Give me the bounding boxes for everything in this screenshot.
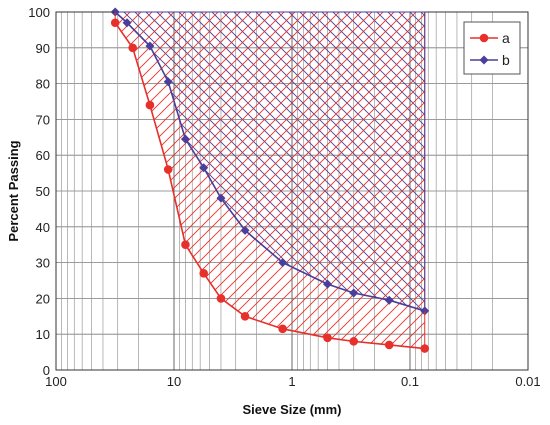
hatch-line bbox=[299, 12, 425, 349]
legend-box bbox=[463, 21, 521, 75]
legend-label-b: b bbox=[502, 52, 510, 68]
hatch-line bbox=[354, 12, 425, 349]
hatch-line bbox=[115, 12, 261, 349]
hatch-line bbox=[115, 12, 195, 349]
y-tick-label: 100 bbox=[28, 5, 50, 20]
hatch-line bbox=[244, 12, 425, 311]
hatch-line bbox=[211, 12, 425, 311]
hatch-line bbox=[115, 12, 239, 349]
hatch-line bbox=[222, 12, 425, 311]
legend-label-a: a bbox=[502, 30, 510, 46]
y-tick-label: 50 bbox=[36, 184, 50, 199]
hatch-line bbox=[255, 12, 425, 311]
hatch-line bbox=[266, 12, 425, 349]
hatch-line bbox=[115, 12, 250, 349]
hatch-line bbox=[115, 12, 283, 349]
hatch-line bbox=[233, 12, 425, 349]
hatch-line bbox=[115, 12, 425, 349]
hatch-line bbox=[542, 0, 550, 370]
hatch-line bbox=[288, 12, 425, 349]
y-axis: 0 10 20 30 40 50 60 70 80 90 100 bbox=[28, 5, 50, 378]
hatch-line bbox=[115, 12, 294, 349]
hatch-line bbox=[156, 12, 425, 311]
hatch-line bbox=[123, 12, 425, 311]
x-tick-label: 10 bbox=[167, 374, 181, 389]
x-tick-label: 0.1 bbox=[401, 374, 419, 389]
hatch-line bbox=[332, 12, 425, 311]
hatch-line bbox=[178, 12, 425, 311]
envelope-outline-a bbox=[114, 11, 426, 350]
hatch-line bbox=[115, 12, 393, 349]
hatch-line bbox=[310, 12, 425, 311]
hatch-line bbox=[200, 12, 425, 311]
y-tick-label: 90 bbox=[36, 41, 50, 56]
hatch-line bbox=[115, 12, 425, 311]
hatch-line bbox=[167, 12, 425, 311]
x-axis-title: Sieve Size (mm) bbox=[243, 402, 342, 417]
hatch-line bbox=[211, 12, 425, 349]
hatch-line bbox=[115, 12, 382, 349]
hatch-line bbox=[310, 12, 425, 349]
y-tick-label: 10 bbox=[36, 327, 50, 342]
hatch-line bbox=[288, 12, 425, 311]
legend-marker-a bbox=[479, 33, 489, 43]
hatch-line bbox=[343, 12, 425, 349]
hatch-line bbox=[222, 12, 425, 349]
legend-marker-b bbox=[479, 55, 489, 65]
hatch-line bbox=[189, 12, 425, 349]
hatch-line bbox=[115, 12, 206, 349]
x-axis: 100 10 1 0.1 0.01 bbox=[45, 374, 541, 389]
hatch-line bbox=[115, 12, 272, 349]
hatch-line bbox=[178, 12, 425, 349]
hatch-line bbox=[255, 12, 425, 349]
hatch-line bbox=[321, 12, 425, 311]
hatch-line bbox=[115, 12, 425, 311]
y-tick-label: 80 bbox=[36, 77, 50, 92]
hatch-line bbox=[233, 12, 425, 311]
hatch-line bbox=[277, 12, 425, 349]
legend: ab bbox=[463, 21, 521, 75]
y-tick-label: 40 bbox=[36, 220, 50, 235]
hatch-line bbox=[115, 12, 425, 349]
y-tick-label: 60 bbox=[36, 148, 50, 163]
hatch-line bbox=[167, 12, 425, 349]
hatch-line bbox=[115, 12, 228, 349]
hatch-line bbox=[115, 12, 425, 311]
y-axis-title: Percent Passing bbox=[6, 140, 21, 241]
x-tick-label: 1 bbox=[288, 374, 295, 389]
hatch-line bbox=[115, 12, 425, 349]
hatch-line bbox=[200, 12, 425, 349]
hatch-line bbox=[531, 0, 550, 370]
hatch-line bbox=[542, 12, 550, 412]
envelope-outline-b bbox=[113, 11, 426, 312]
x-tick-label: 0.01 bbox=[515, 374, 540, 389]
hatch-line bbox=[115, 12, 305, 349]
y-tick-label: 20 bbox=[36, 291, 50, 306]
hatch-line bbox=[531, 12, 550, 412]
hatch-line bbox=[115, 12, 316, 349]
hatch-line bbox=[354, 12, 425, 311]
hatch-line bbox=[299, 12, 425, 311]
y-tick-label: 70 bbox=[36, 112, 50, 127]
x-tick-label: 100 bbox=[45, 374, 67, 389]
hatch-line bbox=[115, 12, 415, 349]
hatch-line bbox=[343, 12, 425, 311]
hatch-line bbox=[277, 12, 425, 311]
hatch-line bbox=[134, 12, 425, 311]
hatch-line bbox=[189, 12, 425, 311]
hatch-line bbox=[115, 12, 217, 349]
y-tick-label: 30 bbox=[36, 256, 50, 271]
y-tick-label: 0 bbox=[43, 363, 50, 378]
hatch-line bbox=[145, 12, 425, 311]
hatch-line bbox=[244, 12, 425, 349]
hatch-line bbox=[266, 12, 425, 311]
